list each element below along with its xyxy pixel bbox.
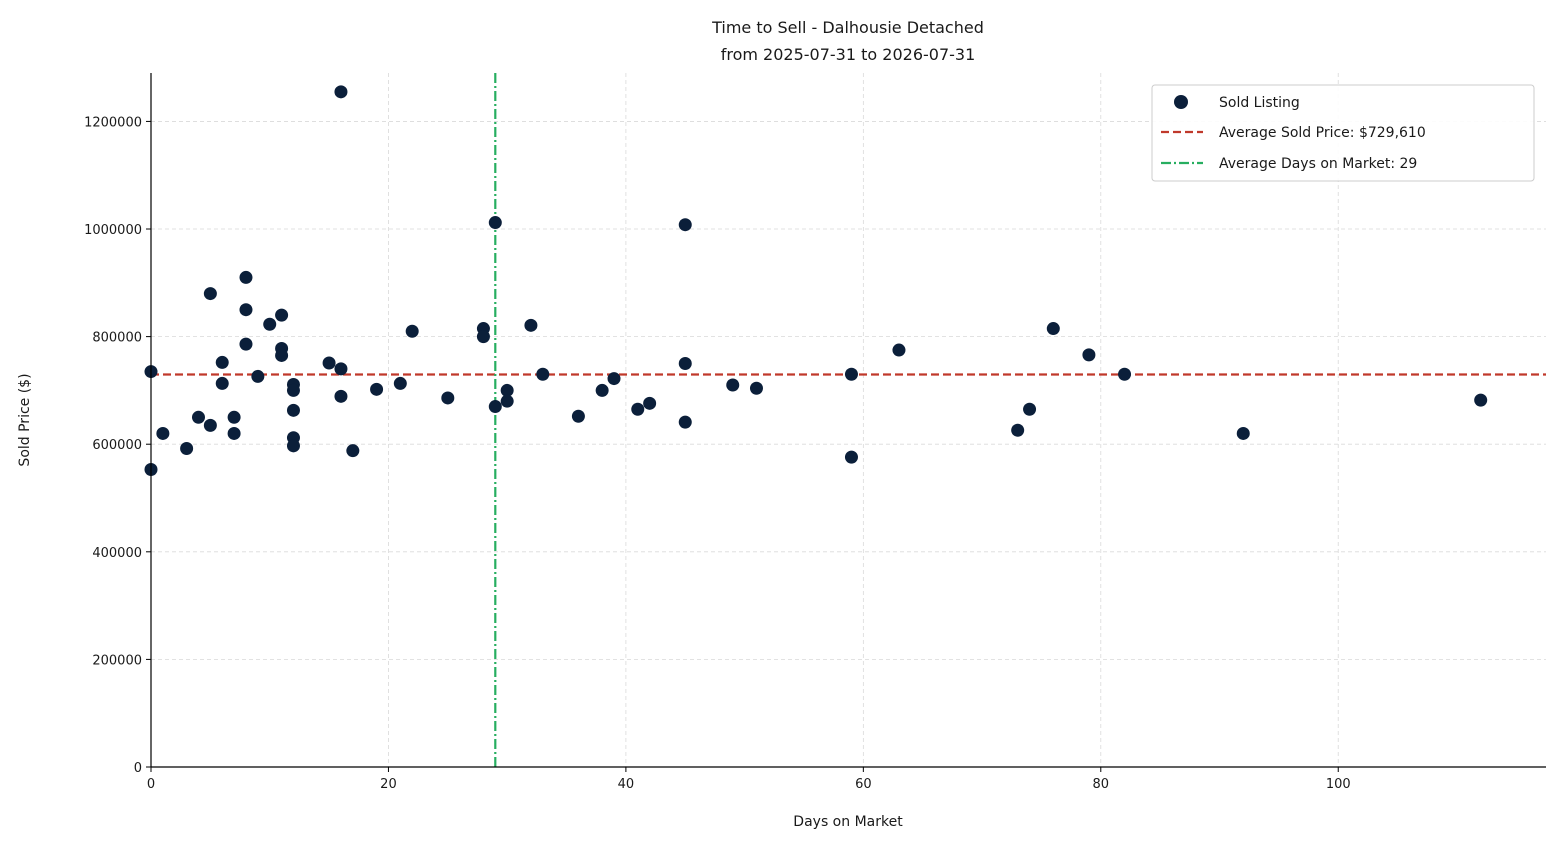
data-point xyxy=(215,355,229,369)
legend-label-avg-price: Average Sold Price: $729,610 xyxy=(1219,125,1426,141)
axes xyxy=(146,73,1546,772)
data-point xyxy=(678,415,692,429)
data-point xyxy=(488,400,502,414)
y-tick-label: 400000 xyxy=(92,546,142,561)
x-tick-label: 0 xyxy=(147,777,155,792)
y-tick-label: 600000 xyxy=(92,438,142,453)
data-point xyxy=(275,308,289,322)
y-tick-label: 0 xyxy=(134,761,142,776)
data-point xyxy=(1082,348,1096,362)
data-point xyxy=(726,378,740,392)
data-point xyxy=(844,450,858,464)
x-tick-label: 60 xyxy=(855,777,872,792)
x-tick-label: 80 xyxy=(1093,777,1110,792)
data-point xyxy=(251,369,265,383)
data-point xyxy=(334,389,348,403)
data-point xyxy=(239,303,253,317)
data-point xyxy=(844,367,858,381)
y-tick-label: 1200000 xyxy=(84,115,142,130)
y-axis-label: Sold Price ($) xyxy=(17,373,33,466)
data-point xyxy=(1236,426,1250,440)
data-point xyxy=(500,394,514,408)
legend: Sold Listing Average Sold Price: $729,610… xyxy=(1151,84,1535,182)
data-point xyxy=(500,383,514,397)
data-point xyxy=(643,396,657,410)
data-point xyxy=(536,367,550,381)
data-point xyxy=(488,216,502,230)
y-tick-label: 1000000 xyxy=(84,223,142,238)
data-point xyxy=(275,348,289,362)
data-point xyxy=(678,357,692,371)
data-point xyxy=(441,391,455,405)
data-point xyxy=(1046,322,1060,336)
data-point xyxy=(227,410,241,424)
data-point xyxy=(239,270,253,284)
x-axis-label: Days on Market xyxy=(793,814,903,830)
data-point xyxy=(227,426,241,440)
data-point xyxy=(1474,393,1488,407)
data-point xyxy=(286,439,300,453)
data-point xyxy=(203,287,217,301)
y-tick-label: 200000 xyxy=(92,653,142,668)
data-point xyxy=(286,403,300,417)
tick-labels: 0 20 40 60 80 100 0 200000 400000 600000 800000 100… xyxy=(84,115,1351,792)
data-point xyxy=(215,376,229,390)
legend-box xyxy=(1151,84,1535,182)
data-point xyxy=(892,343,906,357)
data-point xyxy=(263,317,277,331)
legend-marker-sold xyxy=(1174,95,1188,109)
data-point xyxy=(476,330,490,344)
data-point xyxy=(1023,402,1037,416)
x-tick-label: 20 xyxy=(380,777,397,792)
data-point xyxy=(370,382,384,396)
data-point xyxy=(678,218,692,232)
data-point xyxy=(191,410,205,424)
data-point xyxy=(334,85,348,99)
legend-label-sold: Sold Listing xyxy=(1219,95,1300,111)
data-point xyxy=(393,376,407,390)
data-point xyxy=(405,324,419,338)
chart-subtitle: from 2025-07-31 to 2026-07-31 xyxy=(721,45,976,64)
data-point xyxy=(631,402,645,416)
data-point xyxy=(286,383,300,397)
data-point xyxy=(180,442,194,456)
x-tick-label: 40 xyxy=(618,777,635,792)
data-point xyxy=(322,356,336,370)
data-points xyxy=(144,85,1488,476)
data-point xyxy=(749,381,763,395)
y-tick-label: 800000 xyxy=(92,331,142,346)
data-point xyxy=(607,372,621,386)
data-point xyxy=(524,318,538,332)
chart-title: Time to Sell - Dalhousie Detached xyxy=(711,18,984,37)
data-point xyxy=(203,418,217,432)
data-point xyxy=(571,409,585,423)
legend-label-avg-days: Average Days on Market: 29 xyxy=(1219,156,1417,172)
x-tick-label: 100 xyxy=(1326,777,1351,792)
data-point xyxy=(346,444,360,458)
data-point xyxy=(156,426,170,440)
data-point xyxy=(239,337,253,351)
data-point xyxy=(595,383,609,397)
data-point xyxy=(1118,367,1132,381)
data-point xyxy=(334,362,348,376)
data-point xyxy=(1011,423,1025,437)
